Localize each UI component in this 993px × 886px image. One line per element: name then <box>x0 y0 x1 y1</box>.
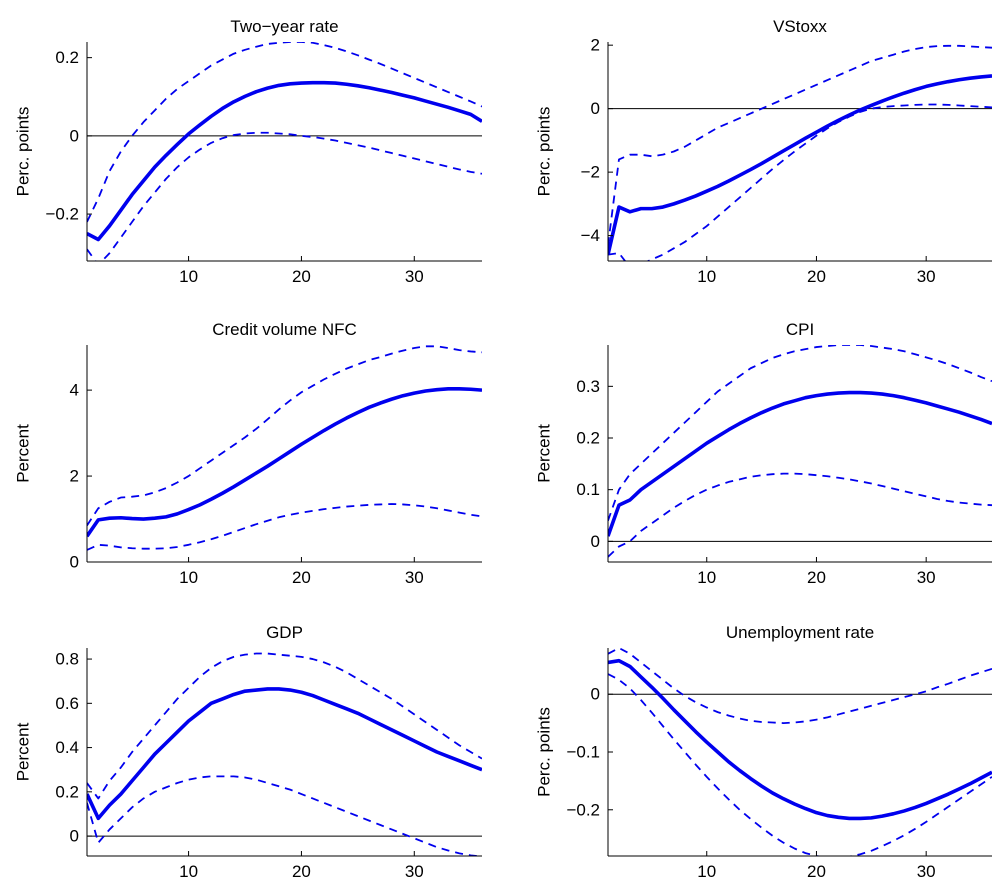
confidence-band-upper <box>608 44 992 246</box>
y-tick-label: −0.2 <box>45 205 79 224</box>
confidence-band-lower <box>87 775 482 856</box>
x-tick-label: 10 <box>697 862 716 881</box>
y-tick-label: −0.2 <box>566 800 600 819</box>
y-tick-label: 0.6 <box>55 694 79 713</box>
y-axis-label: Percent <box>14 424 33 483</box>
y-tick-label: 0 <box>70 827 79 846</box>
y-tick-label: −2 <box>581 163 600 182</box>
y-axis-label: Perc. points <box>14 107 33 197</box>
x-tick-label: 20 <box>807 862 826 881</box>
confidence-band-upper <box>87 652 482 800</box>
x-tick-label: 20 <box>292 568 311 587</box>
y-tick-label: 0.8 <box>55 650 79 669</box>
confidence-band-lower <box>87 503 482 551</box>
y-axis-label: Percent <box>535 424 554 483</box>
panel-title: Credit volume NFC <box>212 320 357 339</box>
x-tick-label: 10 <box>179 267 198 286</box>
confidence-band-upper <box>87 42 482 223</box>
x-tick-label: 30 <box>405 267 424 286</box>
panel-5: GDP Percent 10 20 30 0 0.2 0.4 0.6 0.8 <box>14 623 482 881</box>
y-tick-label: 2 <box>70 467 79 486</box>
y-tick-label: 0.3 <box>576 377 600 396</box>
confidence-band-lower <box>87 131 482 261</box>
y-tick-label: 0.2 <box>576 429 600 448</box>
panel-title: Unemployment rate <box>726 623 874 642</box>
panel-title: GDP <box>266 623 303 642</box>
median-response-line <box>87 80 482 242</box>
confidence-band-upper <box>608 648 992 725</box>
y-tick-label: −4 <box>581 226 600 245</box>
y-tick-label: 0 <box>70 553 79 572</box>
y-tick-label: 0 <box>70 126 79 145</box>
x-tick-label: 20 <box>807 267 826 286</box>
panel-title: VStoxx <box>773 17 827 36</box>
x-tick-label: 10 <box>697 568 716 587</box>
x-tick-label: 20 <box>292 862 311 881</box>
median-response-line <box>608 390 992 537</box>
median-response-line <box>608 74 992 256</box>
x-tick-label: 20 <box>807 568 826 587</box>
median-response-line <box>87 387 482 538</box>
panel-3: Credit volume NFC Percent 10 20 30 0 2 4 <box>14 320 482 587</box>
y-tick-label: 0 <box>591 532 600 551</box>
confidence-band-lower <box>608 103 992 261</box>
x-tick-label: 30 <box>917 267 936 286</box>
median-response-line <box>608 658 992 821</box>
x-tick-label: 30 <box>405 862 424 881</box>
x-tick-label: 10 <box>179 862 198 881</box>
panel-1: Two−year rate Perc. points 10 20 30 −0.2 0 0.2 <box>14 17 482 286</box>
x-tick-label: 30 <box>917 568 936 587</box>
y-tick-label: −0.1 <box>566 743 600 762</box>
y-tick-label: 0.4 <box>55 738 79 757</box>
confidence-band-upper <box>87 345 482 526</box>
confidence-band-lower <box>608 673 992 856</box>
y-tick-label: 0 <box>591 99 600 118</box>
median-response-line <box>87 687 482 821</box>
panel-4: CPI Percent 10 20 30 0 0.1 0.2 0.3 <box>535 320 992 587</box>
y-tick-label: 4 <box>70 381 79 400</box>
y-tick-label: 0.2 <box>55 48 79 67</box>
y-axis-label: Perc. points <box>535 107 554 197</box>
x-tick-label: 10 <box>179 568 198 587</box>
x-tick-label: 30 <box>917 862 936 881</box>
y-tick-label: 0 <box>591 685 600 704</box>
y-axis-label: Perc. points <box>535 707 554 797</box>
panel-6: Unemployment rate Perc. points 10 20 30 −0.2 −… <box>535 623 992 881</box>
panel-title: CPI <box>786 320 814 339</box>
y-tick-label: 2 <box>591 36 600 55</box>
x-tick-label: 30 <box>405 568 424 587</box>
x-tick-label: 20 <box>292 267 311 286</box>
y-tick-label: 0.1 <box>576 480 600 499</box>
panel-title: Two−year rate <box>230 17 338 36</box>
x-tick-label: 10 <box>697 267 716 286</box>
panel-2: VStoxx Perc. points 10 20 30 −4 −2 0 2 <box>535 17 992 286</box>
confidence-band-lower <box>608 472 992 558</box>
y-axis-label: Percent <box>14 722 33 781</box>
confidence-band-upper <box>608 345 992 521</box>
y-tick-label: 0.2 <box>55 782 79 801</box>
